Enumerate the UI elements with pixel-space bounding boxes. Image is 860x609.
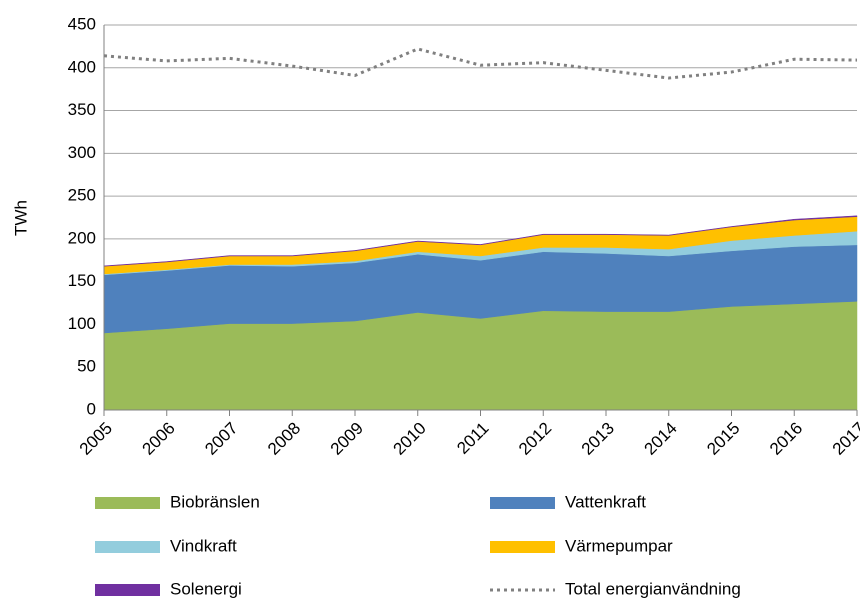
total-line [103, 47, 858, 80]
x-tick-label: 2017 [829, 419, 860, 459]
y-tick-label: 250 [68, 186, 96, 205]
y-tick-label: 350 [68, 100, 96, 119]
legend-label: Biobränslen [170, 492, 260, 511]
legend-swatch [490, 541, 555, 553]
legend-swatch [95, 584, 160, 596]
y-tick-label: 100 [68, 314, 96, 333]
legend-label: Värmepumpar [565, 536, 673, 555]
x-tick-label: 2015 [703, 419, 743, 459]
legend-swatch [95, 541, 160, 553]
x-tick-label: 2014 [641, 419, 681, 459]
y-tick-label: 0 [87, 399, 96, 418]
x-tick-label: 2007 [201, 419, 241, 459]
x-tick-label: 2016 [766, 419, 806, 459]
x-tick-label: 2009 [327, 419, 367, 459]
y-tick-label: 150 [68, 271, 96, 290]
legend-label: Total energianvändning [565, 579, 741, 598]
legend-label: Vindkraft [170, 536, 237, 555]
x-tick-label: 2006 [139, 419, 179, 459]
x-tick-label: 2013 [578, 419, 618, 459]
y-tick-label: 50 [77, 357, 96, 376]
area [103, 215, 858, 267]
y-tick-label: 400 [68, 57, 96, 76]
x-tick-label: 2011 [453, 419, 492, 458]
x-tick-label: 2005 [76, 419, 116, 459]
y-tick-label: 300 [68, 143, 96, 162]
y-axis-label: TWh [11, 200, 30, 236]
x-tick-label: 2008 [264, 419, 304, 459]
legend-label: Vattenkraft [565, 492, 646, 511]
y-tick-label: 200 [68, 228, 96, 247]
legend-swatch [95, 497, 160, 509]
x-tick-label: 2010 [390, 419, 430, 459]
legend-label: Solenergi [170, 579, 242, 598]
x-tick-label: 2012 [515, 419, 555, 459]
legend-swatch [490, 497, 555, 509]
y-tick-label: 450 [68, 14, 96, 33]
